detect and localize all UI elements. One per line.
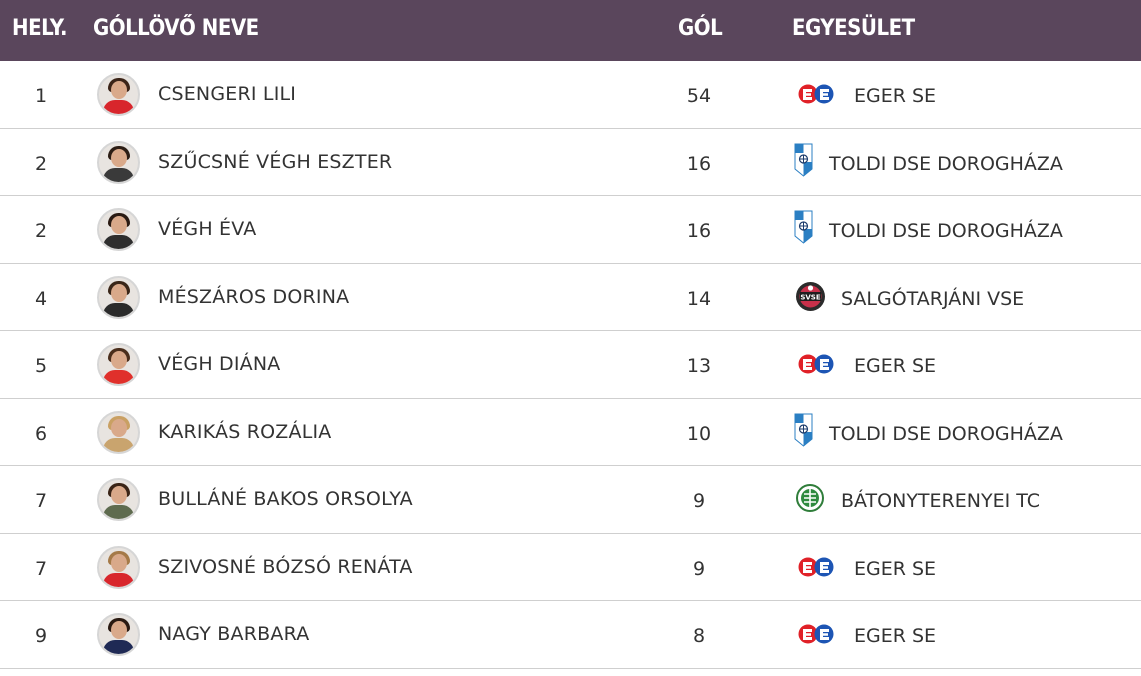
goals-cell: 9 bbox=[692, 490, 706, 512]
batonyterenyei-tc-logo-icon bbox=[796, 484, 824, 512]
player-name[interactable]: SZŰCSNÉ VÉGH ESZTER bbox=[158, 150, 393, 173]
club-name[interactable]: EGER SE bbox=[854, 85, 937, 107]
rank-cell: 2 bbox=[34, 152, 48, 175]
goals-cell: 13 bbox=[686, 355, 712, 377]
table-row: 7 BULLÁNÉ BAKOS ORSOLYA 9 BÁTONYTERENYEI… bbox=[0, 466, 1141, 534]
avatar bbox=[97, 613, 140, 656]
player-name[interactable]: VÉGH ÉVA bbox=[158, 218, 257, 240]
toldi-dse-logo-icon bbox=[794, 143, 813, 177]
club-name[interactable]: TOLDI DSE DOROGHÁZA bbox=[829, 422, 1063, 445]
header-goals: GÓL bbox=[678, 16, 723, 41]
header-club: EGYESÜLET bbox=[792, 16, 915, 41]
header-rank: HELY. bbox=[12, 16, 67, 41]
rank-cell: 6 bbox=[34, 422, 48, 445]
table-row: 1 CSENGERI LILI 54 EGER SE bbox=[0, 61, 1141, 129]
svg-text:SVSE: SVSE bbox=[800, 293, 821, 301]
toldi-dse-logo-icon bbox=[794, 413, 813, 447]
club-name[interactable]: BÁTONYTERENYEI TC bbox=[841, 490, 1040, 512]
header-name: GÓLLÖVŐ NEVE bbox=[93, 16, 259, 41]
toldi-dse-logo-icon bbox=[794, 210, 813, 244]
eger-se-logo-icon bbox=[797, 353, 837, 375]
rank-cell: 9 bbox=[34, 625, 48, 647]
club-name[interactable]: TOLDI DSE DOROGHÁZA bbox=[829, 152, 1063, 175]
rank-cell: 4 bbox=[34, 287, 48, 310]
table-body: 1 CSENGERI LILI 54 EGER SE 2 SZŰCSNÉ VÉG… bbox=[0, 61, 1141, 669]
club-name[interactable]: EGER SE bbox=[854, 625, 937, 647]
avatar bbox=[97, 545, 140, 589]
rank-cell: 7 bbox=[34, 557, 48, 580]
avatar bbox=[97, 410, 140, 454]
player-name[interactable]: NAGY BARBARA bbox=[158, 623, 310, 645]
rank-cell: 2 bbox=[34, 220, 48, 242]
goals-cell: 9 bbox=[692, 557, 706, 580]
table-row: 5 VÉGH DIÁNA 13 EGER SE bbox=[0, 331, 1141, 399]
goals-cell: 10 bbox=[686, 422, 712, 445]
avatar bbox=[97, 208, 140, 251]
club-name[interactable]: EGER SE bbox=[854, 557, 937, 580]
rank-cell: 1 bbox=[34, 85, 48, 107]
table-row: 4 MÉSZÁROS DORINA 14 SVSE SALGÓTARJÁNI V… bbox=[0, 264, 1141, 331]
avatar bbox=[97, 275, 140, 319]
table-row: 9 NAGY BARBARA 8 EGER SE bbox=[0, 601, 1141, 669]
eger-se-logo-icon bbox=[797, 556, 837, 578]
avatar bbox=[97, 478, 140, 521]
eger-se-logo-icon bbox=[797, 623, 837, 645]
rank-cell: 7 bbox=[34, 490, 48, 512]
avatar bbox=[97, 140, 140, 184]
rank-cell: 5 bbox=[34, 355, 48, 377]
goals-cell: 54 bbox=[686, 85, 712, 107]
table-header: HELY. GÓLLÖVŐ NEVE GÓL EGYESÜLET bbox=[0, 0, 1141, 61]
player-name[interactable]: BULLÁNÉ BAKOS ORSOLYA bbox=[158, 488, 413, 510]
table-row: 2 SZŰCSNÉ VÉGH ESZTER 16 TOLDI DSE DOROG… bbox=[0, 129, 1141, 196]
avatar bbox=[97, 343, 140, 386]
goals-cell: 8 bbox=[692, 625, 706, 647]
table-row: 7 SZIVOSNÉ BÓZSÓ RENÁTA 9 EGER SE bbox=[0, 534, 1141, 601]
goals-cell: 14 bbox=[686, 287, 712, 310]
salgotarjani-vse-logo-icon: SVSE bbox=[795, 281, 826, 312]
player-name[interactable]: KARIKÁS ROZÁLIA bbox=[158, 420, 332, 443]
club-name[interactable]: EGER SE bbox=[854, 355, 937, 377]
avatar bbox=[97, 73, 140, 116]
club-name[interactable]: TOLDI DSE DOROGHÁZA bbox=[829, 220, 1063, 242]
player-name[interactable]: SZIVOSNÉ BÓZSÓ RENÁTA bbox=[158, 555, 413, 578]
goals-cell: 16 bbox=[686, 220, 712, 242]
player-name[interactable]: MÉSZÁROS DORINA bbox=[158, 285, 350, 308]
table-row: 6 KARIKÁS ROZÁLIA 10 TOLDI DSE DOROGHÁZA bbox=[0, 399, 1141, 466]
eger-se-logo-icon bbox=[797, 83, 837, 105]
club-name[interactable]: SALGÓTARJÁNI VSE bbox=[841, 287, 1025, 310]
goals-cell: 16 bbox=[686, 152, 712, 175]
table-row: 2 VÉGH ÉVA 16 TOLDI DSE DOROGHÁZA bbox=[0, 196, 1141, 264]
player-name[interactable]: VÉGH DIÁNA bbox=[158, 353, 281, 375]
player-name[interactable]: CSENGERI LILI bbox=[158, 83, 297, 105]
